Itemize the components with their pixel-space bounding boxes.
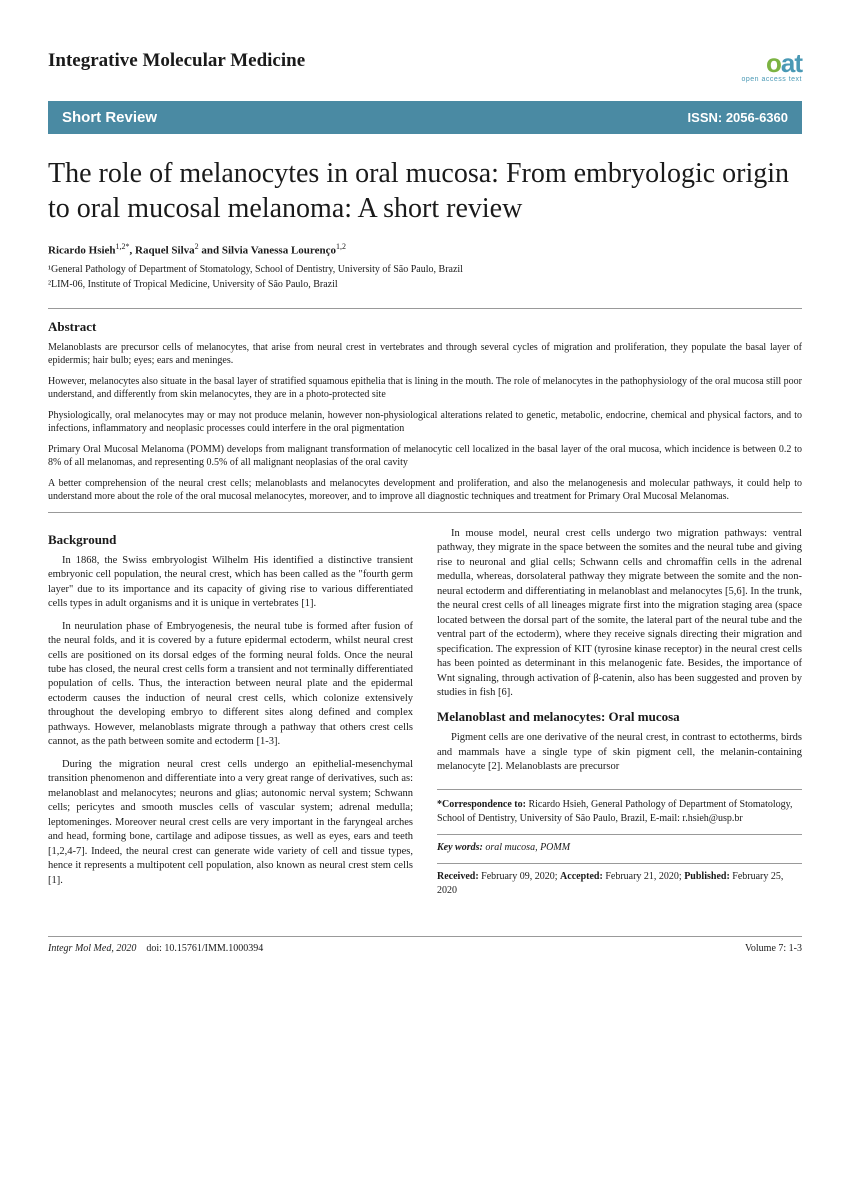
body-paragraph: Pigment cells are one derivative of the … <box>437 731 802 774</box>
received-label: Received: <box>437 871 479 882</box>
abstract-heading: Abstract <box>48 319 802 335</box>
abstract-paragraph: However, melanocytes also situate in the… <box>48 375 802 402</box>
affiliations: ¹General Pathology of Department of Stom… <box>48 263 802 292</box>
correspondence-label: *Correspondence to: <box>437 799 526 810</box>
body-paragraph: In 1868, the Swiss embryologist Wilhelm … <box>48 554 413 612</box>
footer-volume: Volume 7: 1-3 <box>745 943 802 954</box>
issn-label: ISSN: 2056-6360 <box>688 110 788 125</box>
journal-name: Integrative Molecular Medicine <box>48 50 305 72</box>
footer-year: 2020 <box>116 943 136 954</box>
article-type-banner: Short Review ISSN: 2056-6360 <box>48 101 802 134</box>
received-date: February 09, 2020; <box>481 871 557 882</box>
logo-text: oat <box>741 50 802 76</box>
body-paragraph: During the migration neural crest cells … <box>48 758 413 888</box>
body-paragraph: In neurulation phase of Embryogenesis, t… <box>48 620 413 750</box>
left-column: Background In 1868, the Swiss embryologi… <box>48 527 413 906</box>
right-column: In mouse model, neural crest cells under… <box>437 527 802 906</box>
abstract-paragraph: A better comprehension of the neural cre… <box>48 477 802 504</box>
body-paragraph: In mouse model, neural crest cells under… <box>437 527 802 701</box>
keywords-text: oral mucosa, POMM <box>485 842 570 853</box>
article-title: The role of melanocytes in oral mucosa: … <box>48 156 802 226</box>
footer-journal-short: Integr Mol Med, <box>48 943 114 954</box>
abstract-paragraph: Physiologically, oral melanocytes may or… <box>48 409 802 436</box>
accepted-date: February 21, 2020; <box>605 871 681 882</box>
body-columns: Background In 1868, the Swiss embryologi… <box>48 527 802 906</box>
affiliation-line: ²LIM-06, Institute of Tropical Medicine,… <box>48 278 802 292</box>
correspondence-block: *Correspondence to: Ricardo Hsieh, Gener… <box>437 789 802 898</box>
publisher-logo: oat open access text <box>741 50 802 83</box>
dates-block: Received: February 09, 2020; Accepted: F… <box>437 863 802 898</box>
background-heading: Background <box>48 531 413 549</box>
divider <box>48 308 802 309</box>
logo-subtitle: open access text <box>741 76 802 83</box>
abstract-paragraph: Melanoblasts are precursor cells of mela… <box>48 341 802 368</box>
page-footer: Integr Mol Med, 2020 doi: 10.15761/IMM.1… <box>48 936 802 954</box>
melanoblast-heading: Melanoblast and melanocytes: Oral mucosa <box>437 708 802 726</box>
footer-doi: doi: 10.15761/IMM.1000394 <box>146 943 263 954</box>
author-list: Ricardo Hsieh1,2*, Raquel Silva2 and Sil… <box>48 242 802 257</box>
article-type: Short Review <box>62 109 157 126</box>
affiliation-line: ¹General Pathology of Department of Stom… <box>48 263 802 277</box>
keywords-label: Key words: <box>437 842 483 853</box>
abstract-paragraph: Primary Oral Mucosal Melanoma (POMM) dev… <box>48 443 802 470</box>
accepted-label: Accepted: <box>560 871 603 882</box>
divider <box>48 512 802 513</box>
published-label: Published: <box>684 871 730 882</box>
abstract-section: Abstract Melanoblasts are precursor cell… <box>48 319 802 504</box>
